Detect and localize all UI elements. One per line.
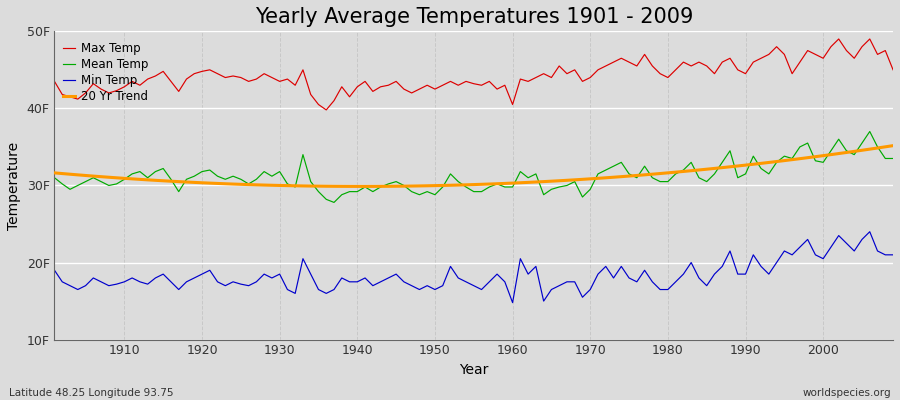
Text: worldspecies.org: worldspecies.org bbox=[803, 388, 891, 398]
Mean Temp bbox=[515, 169, 526, 174]
Mean Temp bbox=[887, 156, 898, 161]
Max Temp bbox=[337, 84, 347, 89]
Mean Temp bbox=[508, 185, 518, 190]
Mean Temp bbox=[282, 182, 292, 186]
X-axis label: Year: Year bbox=[459, 363, 489, 377]
Min Temp bbox=[864, 229, 875, 234]
20 Yr Trend bbox=[328, 184, 339, 189]
Max Temp bbox=[608, 60, 619, 64]
20 Yr Trend bbox=[282, 183, 292, 188]
Max Temp bbox=[50, 79, 60, 84]
Title: Yearly Average Temperatures 1901 - 2009: Yearly Average Temperatures 1901 - 2009 bbox=[255, 7, 693, 27]
Min Temp bbox=[887, 252, 898, 257]
Max Temp bbox=[112, 88, 122, 93]
Max Temp bbox=[320, 108, 331, 112]
Max Temp bbox=[282, 77, 292, 82]
Text: Latitude 48.25 Longitude 93.75: Latitude 48.25 Longitude 93.75 bbox=[9, 388, 174, 398]
20 Yr Trend bbox=[50, 170, 60, 175]
Mean Temp bbox=[337, 192, 347, 197]
Min Temp bbox=[608, 276, 619, 280]
Y-axis label: Temperature: Temperature bbox=[7, 141, 21, 230]
Max Temp bbox=[515, 77, 526, 82]
20 Yr Trend bbox=[508, 181, 518, 186]
Min Temp bbox=[282, 287, 292, 292]
Line: Min Temp: Min Temp bbox=[55, 232, 893, 303]
20 Yr Trend bbox=[352, 184, 363, 189]
20 Yr Trend bbox=[515, 180, 526, 185]
Max Temp bbox=[833, 36, 844, 41]
Mean Temp bbox=[50, 175, 60, 180]
20 Yr Trend bbox=[112, 176, 122, 180]
Legend: Max Temp, Mean Temp, Min Temp, 20 Yr Trend: Max Temp, Mean Temp, Min Temp, 20 Yr Tre… bbox=[58, 38, 153, 108]
Max Temp bbox=[508, 102, 518, 107]
Mean Temp bbox=[608, 164, 619, 168]
Min Temp bbox=[500, 280, 510, 284]
20 Yr Trend bbox=[887, 143, 898, 148]
Min Temp bbox=[112, 282, 122, 286]
Mean Temp bbox=[864, 129, 875, 134]
Min Temp bbox=[328, 287, 339, 292]
20 Yr Trend bbox=[608, 175, 619, 180]
Line: 20 Yr Trend: 20 Yr Trend bbox=[55, 146, 893, 186]
Min Temp bbox=[508, 300, 518, 305]
Line: Max Temp: Max Temp bbox=[55, 39, 893, 110]
Min Temp bbox=[50, 268, 60, 273]
Line: Mean Temp: Mean Temp bbox=[55, 132, 893, 202]
Min Temp bbox=[515, 256, 526, 261]
Mean Temp bbox=[328, 200, 339, 205]
Max Temp bbox=[887, 68, 898, 72]
Mean Temp bbox=[112, 182, 122, 186]
